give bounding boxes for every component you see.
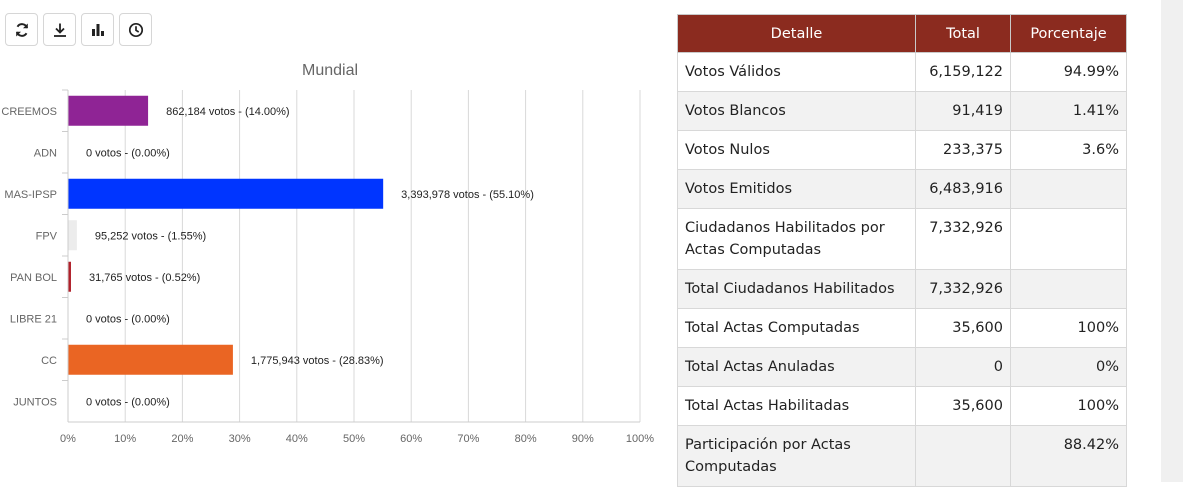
table-row: Votos Blancos 91,419 1.41% [677, 91, 1127, 131]
data-label: 862,184 votos - (14.00%) [166, 106, 290, 118]
data-label: 95,252 votos - (1.55%) [95, 230, 206, 242]
data-label: 0 votos - (0.00%) [86, 396, 170, 408]
header-detalle: Detalle [677, 14, 916, 53]
cell-porcentaje: 3.6% [1010, 130, 1127, 170]
chart-toolbar [5, 13, 152, 46]
bar [68, 261, 71, 292]
x-tick-label: 60% [400, 433, 422, 445]
cell-total: 35,600 [915, 386, 1011, 426]
results-table: Detalle Total Porcentaje Votos Válidos 6… [677, 14, 1127, 487]
table-row: Ciudadanos Habilitados por Actas Computa… [677, 208, 1127, 270]
cell-total: 6,483,916 [915, 169, 1011, 209]
chart-title: Mundial [302, 62, 358, 79]
bar-chart-icon [91, 23, 104, 36]
category-label: CC [41, 355, 57, 367]
cell-porcentaje [1010, 208, 1127, 270]
cell-detalle: Participación por Actas Computadas [677, 425, 916, 487]
cell-detalle: Votos Blancos [677, 91, 916, 131]
clock-icon [128, 22, 143, 37]
cell-detalle: Ciudadanos Habilitados por Actas Computa… [677, 208, 916, 270]
x-tick-label: 50% [343, 433, 365, 445]
bar [68, 344, 233, 375]
header-total: Total [915, 14, 1011, 53]
cell-detalle: Votos Válidos [677, 52, 916, 92]
cell-total: 0 [915, 347, 1011, 387]
cell-total: 6,159,122 [915, 52, 1011, 92]
bar [68, 95, 149, 126]
data-label: 31,765 votos - (0.52%) [89, 272, 200, 284]
cell-detalle: Votos Nulos [677, 130, 916, 170]
cell-total [915, 425, 1011, 487]
x-tick-label: 10% [114, 433, 136, 445]
cell-porcentaje [1010, 269, 1127, 309]
x-tick-label: 90% [572, 433, 594, 445]
download-icon [53, 23, 66, 37]
cell-total: 7,332,926 [915, 269, 1011, 309]
data-label: 0 votos - (0.00%) [86, 313, 170, 325]
data-label: 1,775,943 votos - (28.83%) [251, 355, 384, 367]
bar [68, 220, 77, 251]
category-label: MAS-IPSP [4, 189, 57, 201]
x-tick-label: 30% [229, 433, 251, 445]
cell-porcentaje [1010, 169, 1127, 209]
cell-porcentaje: 100% [1010, 386, 1127, 426]
data-label: 3,393,978 votos - (55.10%) [401, 189, 534, 201]
cell-detalle: Total Ciudadanos Habilitados [677, 269, 916, 309]
category-label: ADN [34, 147, 57, 159]
cell-detalle: Total Actas Anuladas [677, 347, 916, 387]
table-row: Participación por Actas Computadas 88.42… [677, 425, 1127, 487]
cell-porcentaje: 0% [1010, 347, 1127, 387]
category-label: PAN BOL [10, 272, 57, 284]
history-button[interactable] [119, 13, 152, 46]
bar-chart: Mundial 0% 10% 20% 30% 40% 50% 60% 70% 80% 90% 100… [1, 62, 654, 445]
table-row: Votos Nulos 233,375 3.6% [677, 130, 1127, 170]
bar-chart-button[interactable] [81, 13, 114, 46]
cell-porcentaje: 100% [1010, 308, 1127, 348]
refresh-button[interactable] [5, 13, 38, 46]
table-row: Total Ciudadanos Habilitados 7,332,926 [677, 269, 1127, 309]
cell-detalle: Votos Emitidos [677, 169, 916, 209]
cell-detalle: Total Actas Computadas [677, 308, 916, 348]
category-label: JUNTOS [13, 396, 57, 408]
x-tick-label: 80% [515, 433, 537, 445]
table-row: Total Actas Anuladas 0 0% [677, 347, 1127, 387]
refresh-icon [15, 22, 28, 37]
table-row: Votos Válidos 6,159,122 94.99% [677, 52, 1127, 92]
table-row: Total Actas Computadas 35,600 100% [677, 308, 1127, 348]
table-header-row: Detalle Total Porcentaje [677, 14, 1127, 53]
bar [68, 178, 384, 209]
table-row: Total Actas Habilitadas 35,600 100% [677, 386, 1127, 426]
category-label: CREEMOS [1, 106, 57, 118]
x-tick-label: 40% [286, 433, 308, 445]
cell-detalle: Total Actas Habilitadas [677, 386, 916, 426]
cell-total: 7,332,926 [915, 208, 1011, 270]
category-label: FPV [36, 230, 58, 242]
x-tick-label: 70% [457, 433, 479, 445]
x-tick-label: 100% [626, 433, 654, 445]
download-button[interactable] [43, 13, 76, 46]
cell-total: 35,600 [915, 308, 1011, 348]
category-label: LIBRE 21 [10, 313, 57, 325]
cell-total: 233,375 [915, 130, 1011, 170]
cell-porcentaje: 88.42% [1010, 425, 1127, 487]
table-row: Votos Emitidos 6,483,916 [677, 169, 1127, 209]
x-tick-label: 20% [171, 433, 193, 445]
vertical-scrollbar[interactable] [1161, 0, 1183, 482]
cell-porcentaje: 1.41% [1010, 91, 1127, 131]
cell-porcentaje: 94.99% [1010, 52, 1127, 92]
cell-total: 91,419 [915, 91, 1011, 131]
header-porcentaje: Porcentaje [1010, 14, 1127, 53]
data-label: 0 votos - (0.00%) [86, 147, 170, 159]
x-tick-label: 0% [60, 433, 76, 445]
